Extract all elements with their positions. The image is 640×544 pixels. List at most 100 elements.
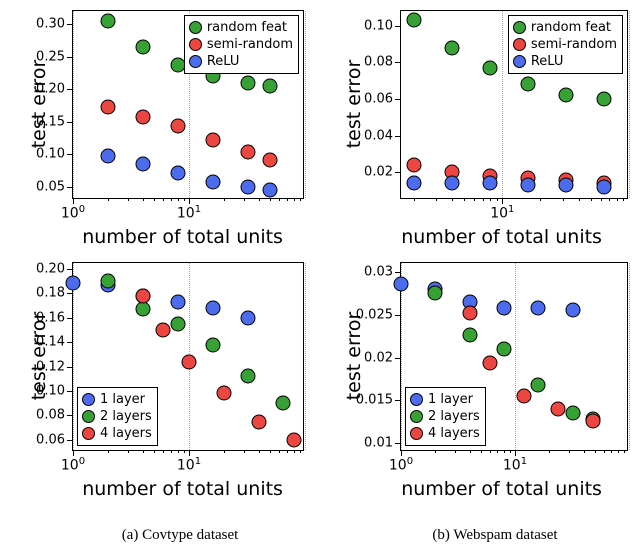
- data-point: [444, 176, 459, 191]
- data-point: [565, 303, 580, 318]
- legend-item: 4 layers: [410, 425, 480, 442]
- data-point: [100, 274, 115, 289]
- ytick-label: 0.06: [36, 432, 73, 447]
- ytick-label: 0.10: [36, 147, 73, 162]
- ytick-label: 0.20: [36, 262, 73, 277]
- legend-label: 2 layers: [100, 408, 152, 425]
- legend-item: random feat: [189, 19, 293, 36]
- legend-label: 1 layer: [100, 391, 145, 408]
- data-point: [135, 302, 150, 317]
- legend-marker: [513, 55, 526, 68]
- legend-item: 1 layer: [410, 391, 480, 408]
- data-point: [585, 414, 600, 429]
- legend-marker: [410, 410, 423, 423]
- data-point: [482, 355, 497, 370]
- data-point: [100, 13, 115, 28]
- caption-a: (a) Covtype dataset: [60, 527, 300, 544]
- data-point: [100, 100, 115, 115]
- legend: random featsemi-randomReLU: [508, 15, 623, 74]
- data-point: [521, 77, 536, 92]
- legend-marker: [513, 38, 526, 51]
- data-point: [483, 176, 498, 191]
- legend-label: 4 layers: [428, 425, 480, 442]
- xtick-label: 100: [61, 198, 85, 222]
- data-point: [444, 40, 459, 55]
- data-point: [263, 78, 278, 93]
- data-point: [170, 119, 185, 134]
- legend: 1 layer2 layers4 layers: [77, 387, 158, 446]
- legend: random featsemi-randomReLU: [184, 15, 299, 74]
- data-point: [531, 300, 546, 315]
- legend-item: ReLU: [189, 53, 293, 70]
- data-point: [170, 166, 185, 181]
- data-point: [263, 152, 278, 167]
- data-point: [394, 277, 409, 292]
- xtick-label: 101: [177, 198, 201, 222]
- data-point: [205, 133, 220, 148]
- panel-tr: 0.020.040.060.080.10101random featsemi-r…: [325, 2, 638, 250]
- data-point: [135, 157, 150, 172]
- ytick-label: 0.08: [364, 55, 401, 70]
- x-axis-label: number of total units: [401, 226, 602, 248]
- xtick-label: 101: [177, 450, 201, 474]
- data-point: [240, 144, 255, 159]
- data-point: [406, 176, 421, 191]
- data-point: [156, 323, 171, 338]
- y-axis-label: test error: [343, 312, 365, 401]
- legend-marker: [189, 21, 202, 34]
- data-point: [240, 179, 255, 194]
- ytick-label: 0.01: [364, 436, 401, 451]
- data-point: [66, 275, 81, 290]
- legend-marker: [189, 55, 202, 68]
- ytick-label: 0.02: [364, 350, 401, 365]
- data-point: [170, 316, 185, 331]
- xtick-label: 101: [503, 450, 527, 474]
- data-point: [428, 286, 443, 301]
- legend-label: ReLU: [531, 53, 564, 70]
- legend-marker: [189, 38, 202, 51]
- data-point: [251, 414, 266, 429]
- caption-b: (b) Webspam dataset: [370, 527, 620, 544]
- legend-label: random feat: [531, 19, 611, 36]
- data-point: [462, 305, 477, 320]
- legend-marker: [410, 427, 423, 440]
- data-point: [240, 369, 255, 384]
- legend-label: 4 layers: [100, 425, 152, 442]
- data-point: [170, 295, 185, 310]
- data-point: [483, 60, 498, 75]
- plot-area: 0.020.040.060.080.10101random featsemi-r…: [400, 10, 628, 199]
- legend-marker: [513, 21, 526, 34]
- ytick-label: 0.05: [36, 179, 73, 194]
- data-point: [100, 148, 115, 163]
- data-point: [565, 406, 580, 421]
- data-point: [182, 354, 197, 369]
- ytick-label: 0.30: [36, 17, 73, 32]
- figure: 0.050.100.150.200.250.30100101random fea…: [0, 0, 640, 544]
- legend-item: 4 layers: [82, 425, 152, 442]
- ytick-label: 0.08: [36, 408, 73, 423]
- data-point: [286, 432, 301, 447]
- panel-bl: 0.060.080.100.120.140.160.180.201001011 …: [10, 254, 315, 502]
- data-point: [135, 109, 150, 124]
- data-point: [531, 377, 546, 392]
- data-point: [240, 310, 255, 325]
- data-point: [559, 88, 574, 103]
- panel-tl: 0.050.100.150.200.250.30100101random fea…: [10, 2, 315, 250]
- data-point: [263, 183, 278, 198]
- x-axis-label: number of total units: [82, 478, 283, 500]
- xtick-label: 101: [490, 198, 514, 222]
- legend-marker: [82, 410, 95, 423]
- legend-label: semi-random: [531, 36, 617, 53]
- y-axis-label: test error: [28, 60, 50, 149]
- data-point: [521, 178, 536, 193]
- ytick-label: 0.04: [364, 128, 401, 143]
- legend-label: 1 layer: [428, 391, 473, 408]
- legend-marker: [82, 427, 95, 440]
- data-point: [275, 396, 290, 411]
- data-point: [551, 402, 566, 417]
- plot-area: 0.050.100.150.200.250.30100101random fea…: [72, 10, 304, 199]
- legend-item: random feat: [513, 19, 617, 36]
- xtick-label: 100: [389, 450, 413, 474]
- data-point: [205, 337, 220, 352]
- x-axis-label: number of total units: [401, 478, 602, 500]
